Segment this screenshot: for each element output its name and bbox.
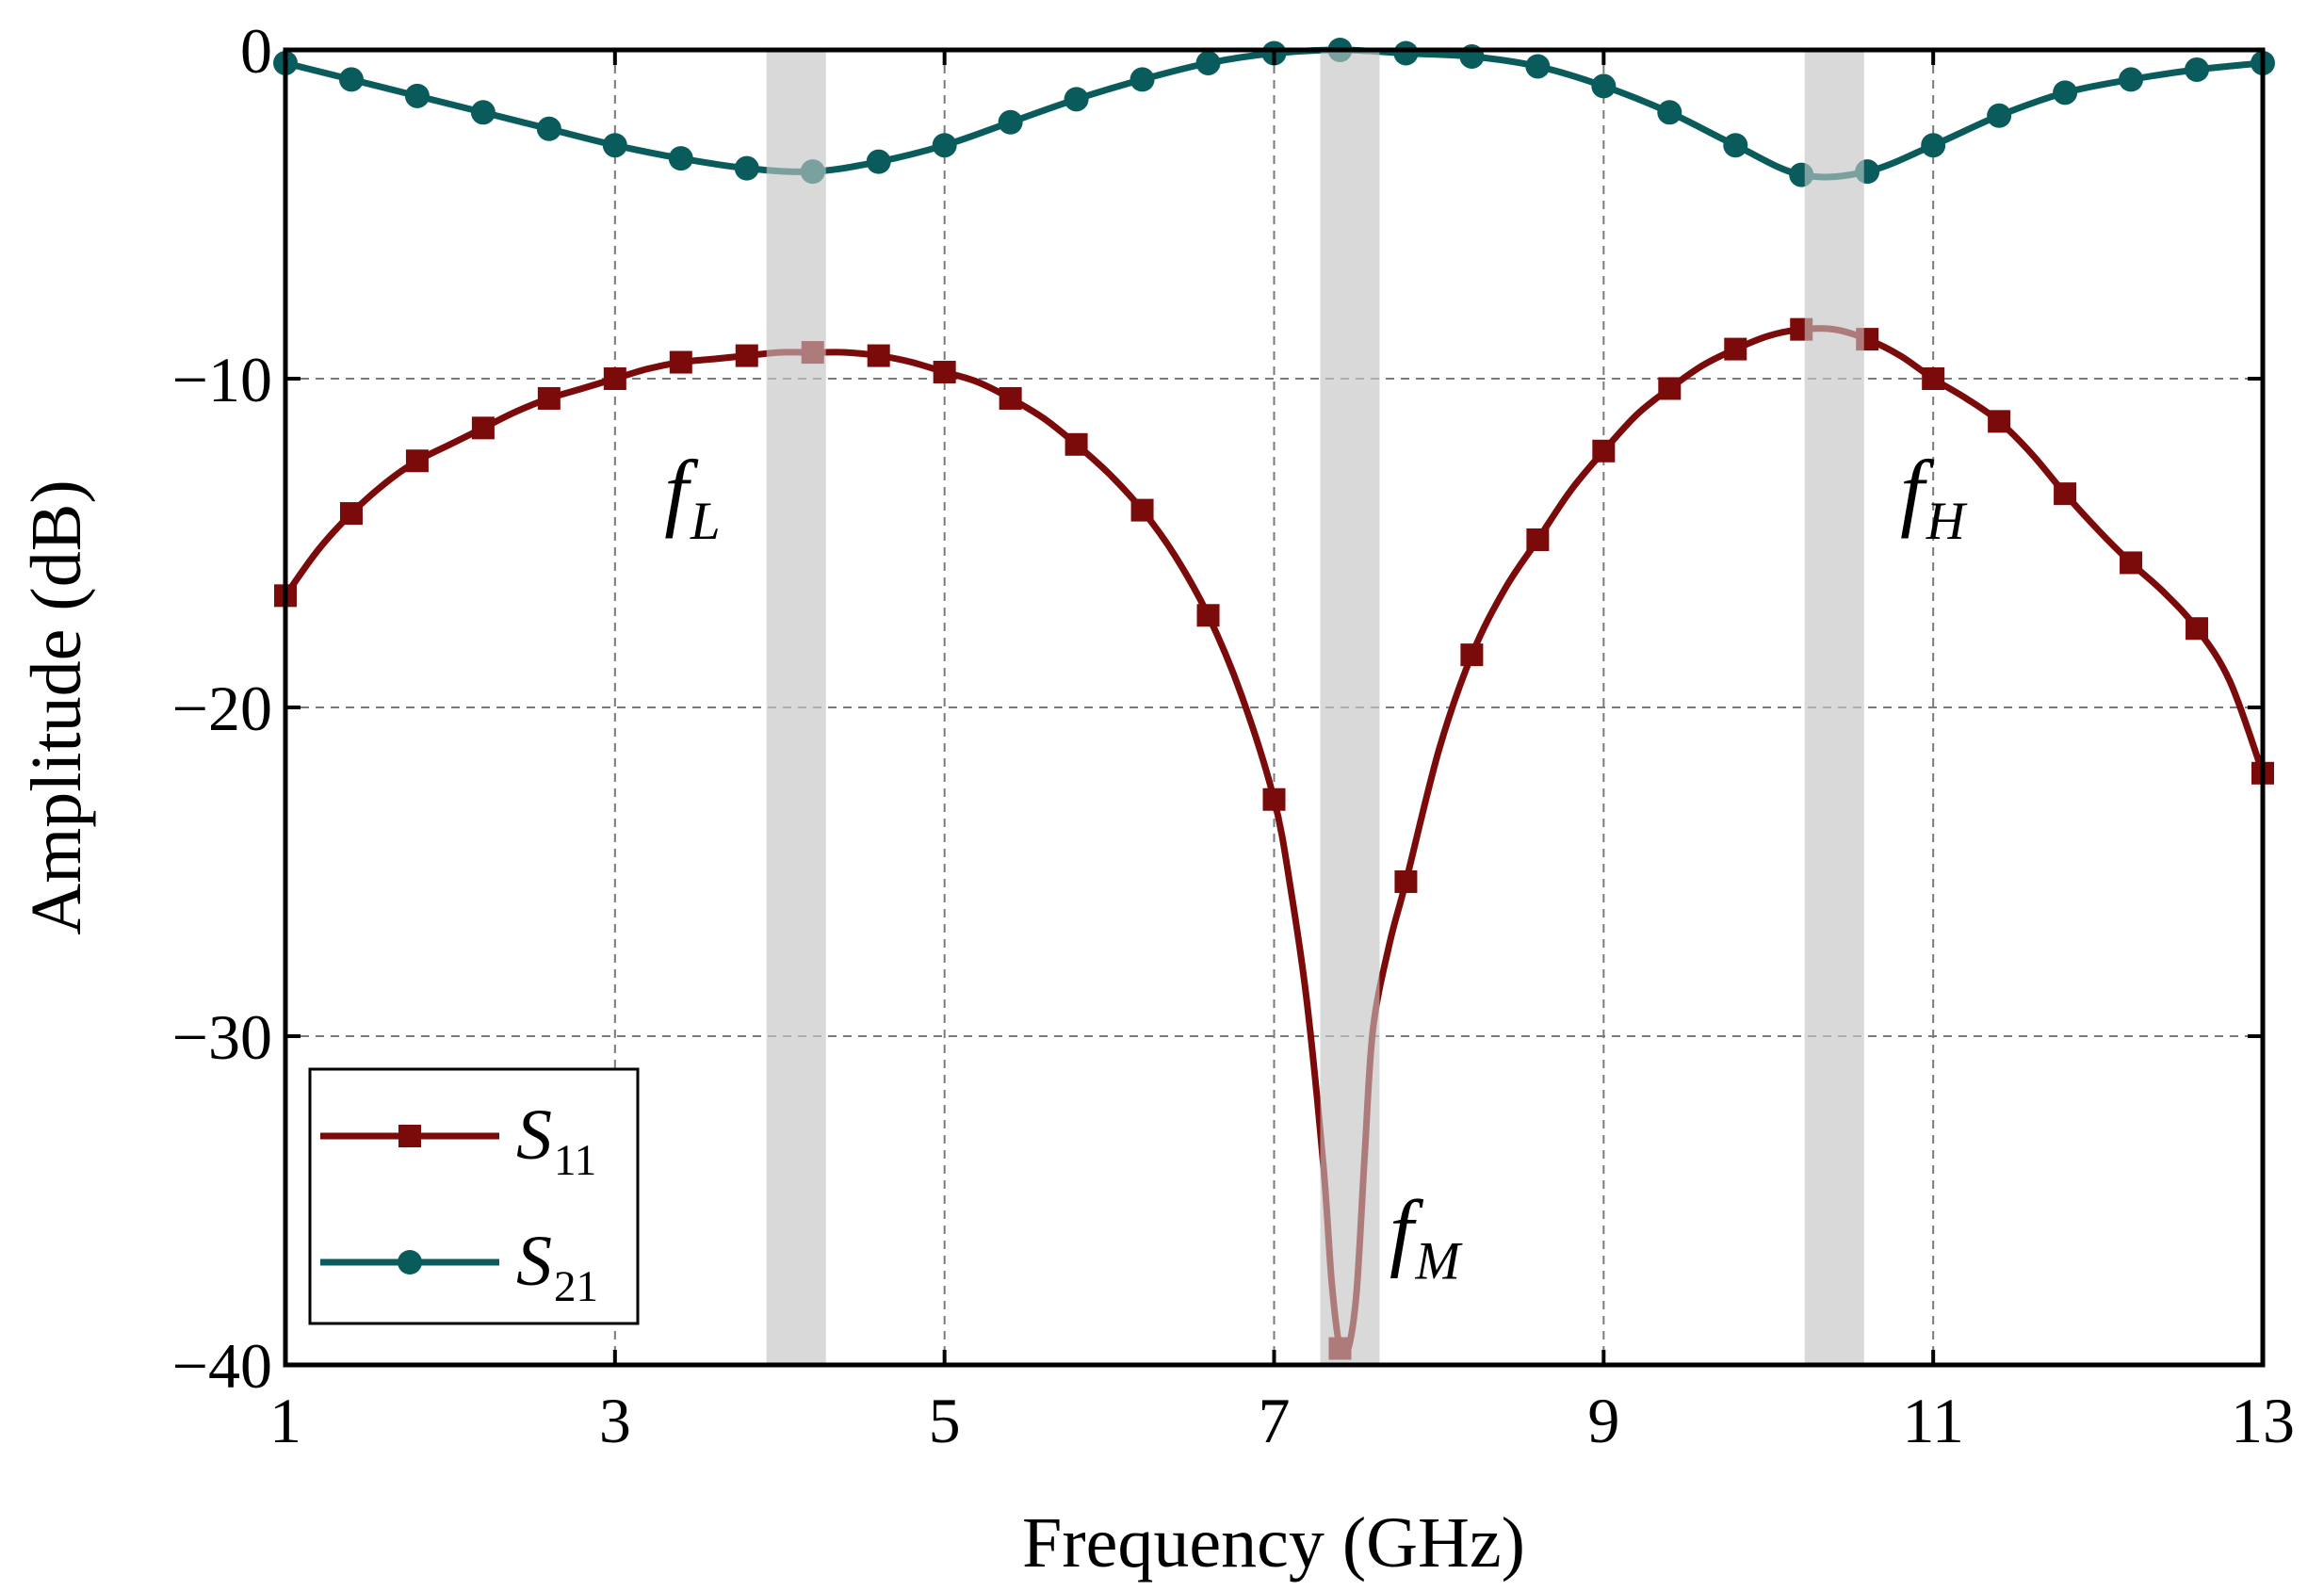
legend-label-S11-sub: 11: [554, 1136, 596, 1185]
data-point-S11: [339, 502, 363, 526]
data-point-S21: [2119, 67, 2144, 92]
data-point-S21: [734, 155, 759, 181]
data-point-S21: [1393, 41, 1419, 66]
annotation-fL-sub: L: [690, 492, 721, 551]
data-point-S21: [1591, 73, 1617, 99]
y-axis-title: Amplitude (dB): [17, 479, 96, 934]
data-point-S21: [2053, 80, 2078, 106]
y-tick-label: 0: [240, 15, 272, 87]
data-point-S21: [1195, 50, 1221, 75]
data-point-S11: [1922, 367, 1945, 390]
band-overlay-1: [1320, 50, 1380, 1365]
data-point-S21: [470, 100, 496, 125]
legend-label-S21-base: S: [516, 1222, 552, 1301]
data-point-S11: [603, 367, 626, 390]
tick-labels: 1 3 5 7 9 11 130−10−20−30−40: [172, 15, 2295, 1456]
axis-ticks: [284, 48, 2265, 1367]
x-tick-label: 5: [929, 1385, 961, 1456]
data-point-S21: [932, 133, 957, 158]
data-point-S11: [2054, 482, 2077, 506]
data-point-S21: [602, 133, 627, 158]
y-tick-label: −30: [172, 1001, 272, 1073]
data-point-S11: [471, 416, 495, 440]
legend-label-S11-base: S: [516, 1096, 552, 1175]
data-point-S21: [536, 116, 561, 141]
data-point-S11: [405, 449, 429, 473]
legend-label-S21: S21: [516, 1222, 598, 1311]
annotation-fH-sub: H: [1926, 492, 1968, 551]
data-point-S11: [669, 350, 692, 374]
y-tick-label: −20: [172, 673, 272, 744]
band-overlay-2: [1804, 50, 1864, 1365]
data-point-S21: [2185, 57, 2210, 82]
data-point-S11: [1460, 643, 1484, 667]
series-layer: [273, 38, 2275, 1365]
x-tick-label: 7: [1259, 1385, 1291, 1456]
data-point-S21: [338, 67, 364, 92]
data-point-S11: [537, 386, 561, 410]
x-tick-label: 3: [599, 1385, 631, 1456]
data-point-S11: [1394, 869, 1418, 893]
y-tick-label: −10: [172, 344, 272, 415]
data-point-S21: [1987, 103, 2012, 128]
data-point-S21: [998, 109, 1023, 135]
legend-marker-S11: [398, 1125, 421, 1147]
data-point-S11: [1196, 604, 1220, 627]
data-point-S11: [1064, 432, 1088, 456]
data-point-S21: [866, 149, 891, 174]
legend-marker-S21: [398, 1250, 422, 1274]
x-tick-label: 13: [2231, 1385, 2295, 1456]
legend-label-S11: S11: [516, 1096, 596, 1185]
data-point-S11: [933, 361, 956, 384]
data-point-S21: [1064, 87, 1089, 112]
data-point-S11: [1724, 337, 1747, 361]
data-point-S11: [999, 386, 1022, 410]
annotation-fM-sub: M: [1415, 1231, 1464, 1291]
data-point-S11: [2186, 617, 2209, 641]
legend-box: [308, 1067, 640, 1325]
data-point-S11: [1130, 498, 1154, 522]
band-overlay: [766, 50, 1864, 1365]
data-point-S21: [404, 83, 430, 108]
x-tick-label: 1: [269, 1385, 301, 1456]
data-point-S21: [1657, 100, 1682, 125]
data-point-S11: [1592, 439, 1616, 463]
data-point-S11: [1526, 528, 1550, 552]
data-point-S21: [1129, 67, 1155, 92]
x-axis-title: Frequency (GHz): [1022, 1503, 1525, 1583]
legend-label-S21-sub: 21: [554, 1262, 598, 1311]
data-point-S11: [867, 344, 890, 367]
data-point-S11: [2120, 551, 2143, 575]
data-point-S21: [1525, 54, 1551, 79]
data-point-S11: [1658, 377, 1682, 400]
data-point-S11: [1988, 410, 2011, 433]
band-overlay-0: [766, 50, 826, 1365]
data-point-S11: [735, 344, 758, 367]
x-tick-label: 9: [1587, 1385, 1619, 1456]
data-point-S21: [1921, 133, 1946, 158]
data-point-S11: [1262, 787, 1286, 811]
y-tick-label: −40: [172, 1330, 272, 1402]
data-point-S21: [1723, 133, 1748, 158]
data-point-S21: [668, 146, 693, 171]
x-tick-label: 11: [1902, 1385, 1963, 1456]
